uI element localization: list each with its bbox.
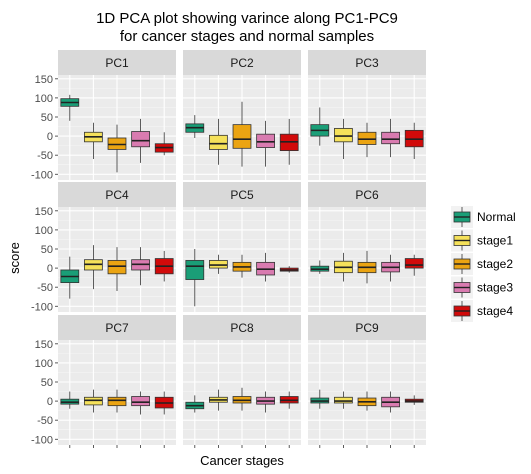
legend-item-stage4: stage4 — [451, 300, 513, 322]
panel-pc8: PC8 — [183, 315, 301, 448]
legend-item-normal: Normal — [451, 206, 516, 228]
y-tick-label: 150 — [35, 74, 53, 86]
box-body — [334, 397, 352, 403]
y-tick-label: -100 — [31, 434, 53, 446]
x-axis-label: Cancer stages — [200, 453, 284, 468]
y-tick-label: 100 — [35, 225, 53, 237]
legend-item-stage2: stage2 — [451, 253, 513, 275]
facet-label: PC6 — [355, 188, 379, 202]
y-axis-label: score — [7, 242, 22, 274]
box-body — [132, 397, 150, 406]
y-tick-label: 0 — [47, 263, 53, 275]
box-body — [186, 260, 204, 279]
panel-pc6: PC6 — [308, 182, 426, 312]
legend-item-stage3: stage3 — [451, 277, 513, 299]
chart-title-line-1: 1D PCA plot showing varince along PC1-PC… — [96, 10, 398, 27]
facet-label: PC2 — [230, 56, 254, 70]
legend-label: stage2 — [477, 257, 513, 271]
y-tick-label: 50 — [41, 244, 53, 256]
box-body — [108, 397, 126, 405]
legend-label: stage4 — [477, 304, 513, 318]
box-body — [257, 134, 275, 147]
y-tick-label: 150 — [35, 206, 53, 218]
facet-label: PC9 — [355, 321, 379, 335]
facet-panels: PC1 150 100 50 0 -50 -100 PC2 PC3 PC4 150 100 50 0 -50… — [31, 50, 426, 448]
chart-title-line-2: for cancer stages and normal samples — [120, 28, 374, 45]
y-tick-label: 150 — [35, 339, 53, 351]
panel-pc3: PC3 — [308, 50, 426, 180]
panel-pc9: PC9 — [308, 315, 426, 448]
panel-pc5: PC5 — [183, 182, 301, 312]
panel-pc7: PC7 150 100 50 0 -50 -100 — [31, 315, 176, 448]
panel-pc4: PC4 150 100 50 0 -50 -100 — [31, 182, 176, 313]
y-tick-label: -100 — [31, 301, 53, 313]
facet-label: PC8 — [230, 321, 254, 335]
legend: Normal stage1 stage2 stage3 stage4 — [451, 206, 516, 322]
y-tick-label: -50 — [37, 282, 53, 294]
legend-label: Normal — [477, 210, 516, 224]
y-tick-label: -100 — [31, 169, 53, 181]
facet-label: PC7 — [105, 321, 129, 335]
box-body — [405, 259, 423, 269]
box-body — [209, 135, 227, 149]
facet-label: PC1 — [105, 56, 129, 70]
y-tick-label: 100 — [35, 358, 53, 370]
y-tick-label: -50 — [37, 150, 53, 162]
y-tick-label: 50 — [41, 377, 53, 389]
y-tick-label: 0 — [47, 131, 53, 143]
box-body — [382, 132, 400, 143]
box-body — [108, 260, 126, 273]
legend-label: stage1 — [477, 234, 513, 248]
panel-pc2: PC2 — [183, 50, 301, 180]
y-tick-label: 50 — [41, 112, 53, 124]
box-body — [334, 128, 352, 141]
y-tick-label: 0 — [47, 396, 53, 408]
y-tick-label: 100 — [35, 93, 53, 105]
y-tick-label: -50 — [37, 415, 53, 427]
facet-label: PC3 — [355, 56, 379, 70]
legend-item-stage1: stage1 — [451, 230, 513, 252]
legend-label: stage3 — [477, 281, 513, 295]
panel-pc1: PC1 150 100 50 0 -50 -100 — [31, 50, 176, 181]
box-body — [132, 132, 150, 147]
facet-label: PC5 — [230, 188, 254, 202]
facet-label: PC4 — [105, 188, 129, 202]
box-body — [233, 125, 251, 149]
